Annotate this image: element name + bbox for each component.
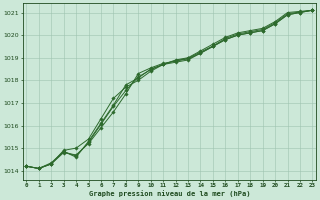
X-axis label: Graphe pression niveau de la mer (hPa): Graphe pression niveau de la mer (hPa) [89,190,250,197]
